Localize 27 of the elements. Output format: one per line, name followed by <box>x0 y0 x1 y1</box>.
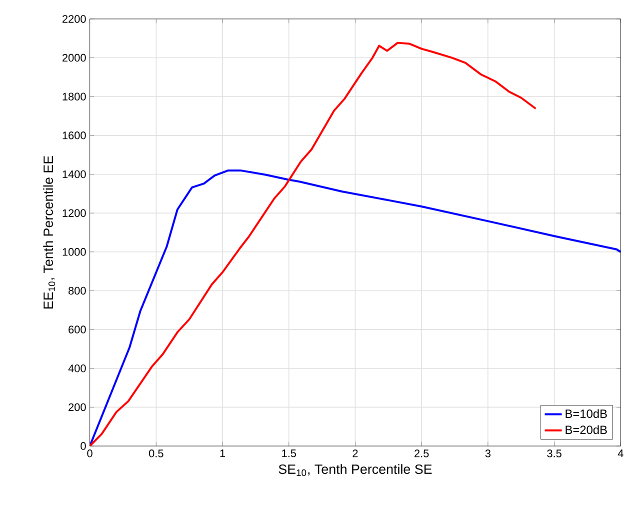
line-series <box>90 42 537 446</box>
y-tick-label: 1000 <box>62 248 86 256</box>
line-series <box>90 170 621 446</box>
y-tick-label: 600 <box>68 326 86 334</box>
y-tick-label: 0 <box>80 442 86 450</box>
x-tick-label: 0 <box>87 450 92 458</box>
y-tick-label: 2000 <box>62 54 86 62</box>
x-tick-label: 4 <box>618 450 624 458</box>
y-tick-label: 1800 <box>62 92 86 101</box>
legend-label: B=10dB <box>566 409 607 418</box>
y-tick-label: 800 <box>68 286 86 295</box>
y-tick-label: 2200 <box>62 15 86 23</box>
y-axis-title: EE$_{10}$, Tenth Percentile EE <box>43 156 56 309</box>
y-tick-label: 1600 <box>62 132 86 140</box>
x-tick-label: 1.5 <box>282 450 296 458</box>
x-tick-label: 2.5 <box>414 450 429 458</box>
x-tick-label: 0.5 <box>148 450 164 458</box>
x-tick-label: 1 <box>220 450 226 458</box>
y-tick-label: 400 <box>68 364 86 372</box>
y-tick-label: 1200 <box>62 209 86 217</box>
x-tick-label: 2 <box>352 450 358 458</box>
x-tick-label: 3 <box>485 450 490 458</box>
x-tick-label: 3.5 <box>547 450 562 458</box>
legend-label: B=20dB <box>566 425 607 434</box>
y-tick-label: 200 <box>68 403 86 412</box>
x-axis-title: SE$_{10}$, Tenth Percentile SE <box>278 464 432 476</box>
y-tick-label: 1400 <box>62 170 86 178</box>
